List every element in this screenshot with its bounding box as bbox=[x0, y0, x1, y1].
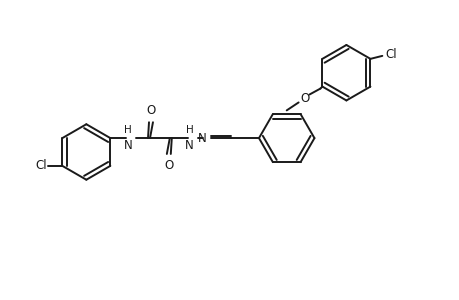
Text: O: O bbox=[146, 104, 155, 117]
Text: H: H bbox=[124, 125, 132, 135]
Text: N: N bbox=[123, 139, 132, 152]
Text: Cl: Cl bbox=[385, 48, 396, 62]
Text: N: N bbox=[197, 132, 206, 145]
Text: N: N bbox=[185, 139, 194, 152]
Text: O: O bbox=[164, 159, 173, 172]
Text: O: O bbox=[299, 92, 308, 105]
Text: Cl: Cl bbox=[36, 159, 47, 172]
Text: H: H bbox=[185, 125, 193, 135]
